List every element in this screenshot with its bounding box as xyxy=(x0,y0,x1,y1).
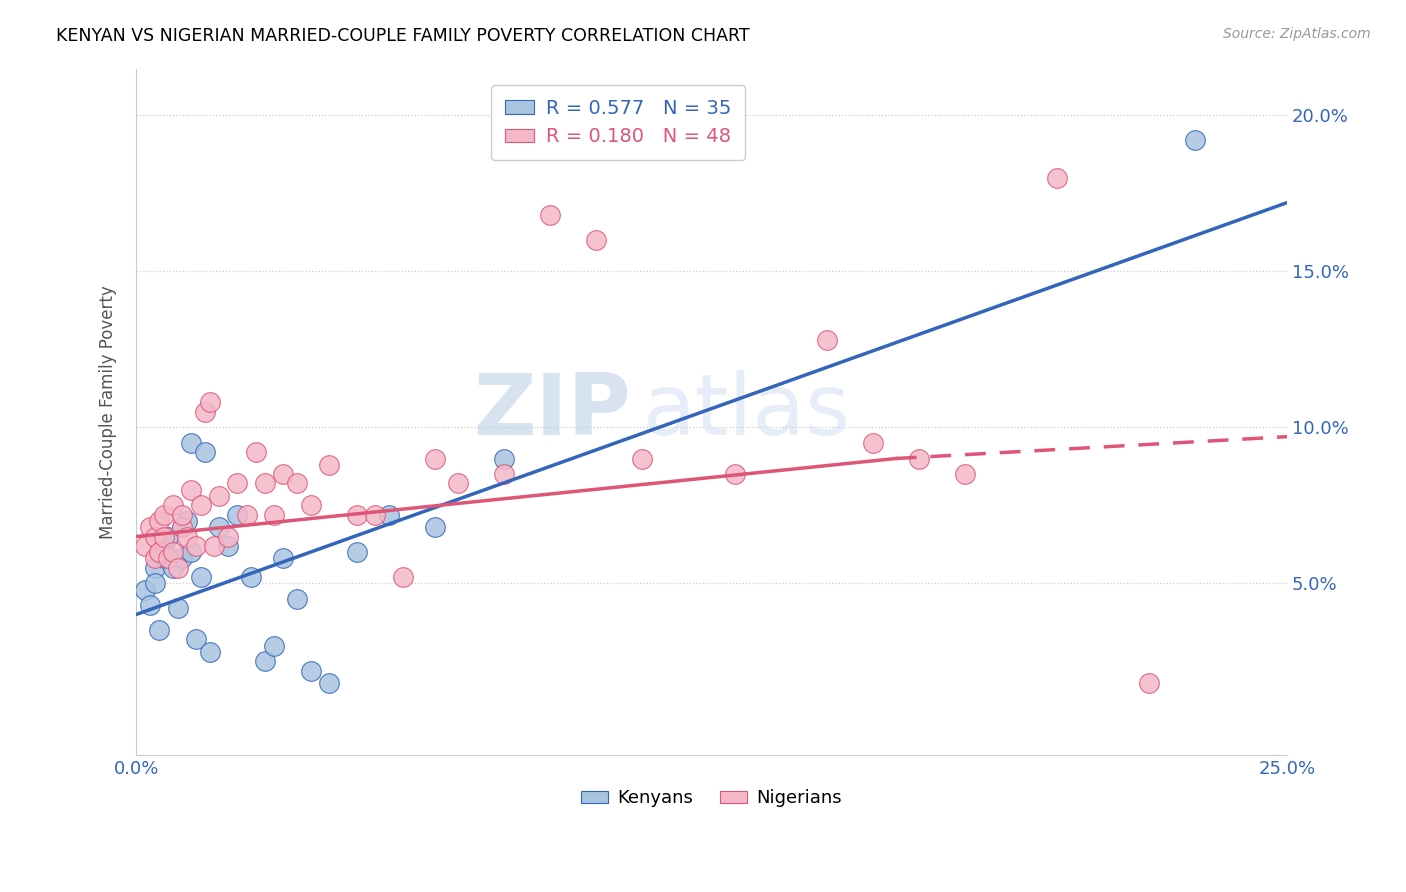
Point xyxy=(166,601,188,615)
Point xyxy=(245,445,267,459)
Point xyxy=(139,598,162,612)
Point xyxy=(378,508,401,522)
Text: atlas: atlas xyxy=(643,370,851,453)
Point xyxy=(143,529,166,543)
Point xyxy=(253,654,276,668)
Point xyxy=(152,551,174,566)
Point xyxy=(318,458,340,472)
Point xyxy=(263,639,285,653)
Point xyxy=(285,476,308,491)
Point xyxy=(184,539,207,553)
Point xyxy=(180,483,202,497)
Point xyxy=(285,591,308,606)
Point xyxy=(162,560,184,574)
Point xyxy=(1184,133,1206,147)
Point xyxy=(162,545,184,559)
Point xyxy=(226,476,249,491)
Point xyxy=(318,676,340,690)
Point xyxy=(184,632,207,647)
Point xyxy=(148,545,170,559)
Point xyxy=(907,451,929,466)
Point xyxy=(346,508,368,522)
Point xyxy=(143,576,166,591)
Point xyxy=(139,520,162,534)
Point xyxy=(208,489,231,503)
Text: Source: ZipAtlas.com: Source: ZipAtlas.com xyxy=(1223,27,1371,41)
Point xyxy=(226,508,249,522)
Point xyxy=(208,520,231,534)
Point xyxy=(631,451,654,466)
Point xyxy=(364,508,387,522)
Legend: Kenyans, Nigerians: Kenyans, Nigerians xyxy=(574,782,849,814)
Point xyxy=(217,539,239,553)
Point xyxy=(162,498,184,512)
Point xyxy=(194,445,217,459)
Point xyxy=(176,529,198,543)
Point xyxy=(172,551,194,566)
Point xyxy=(273,551,295,566)
Point xyxy=(425,520,447,534)
Point xyxy=(723,467,745,482)
Point xyxy=(180,545,202,559)
Point xyxy=(172,520,194,534)
Point xyxy=(152,539,174,553)
Point xyxy=(134,539,156,553)
Point xyxy=(299,664,322,678)
Text: ZIP: ZIP xyxy=(474,370,631,453)
Point xyxy=(134,582,156,597)
Point xyxy=(202,539,225,553)
Point xyxy=(815,333,838,347)
Point xyxy=(148,545,170,559)
Point xyxy=(166,560,188,574)
Point xyxy=(198,645,221,659)
Point xyxy=(862,436,884,450)
Point xyxy=(953,467,976,482)
Point xyxy=(198,395,221,409)
Point xyxy=(1137,676,1160,690)
Point xyxy=(194,405,217,419)
Point xyxy=(143,551,166,566)
Point xyxy=(235,508,257,522)
Point xyxy=(273,467,295,482)
Y-axis label: Married-Couple Family Poverty: Married-Couple Family Poverty xyxy=(100,285,117,539)
Point xyxy=(253,476,276,491)
Point xyxy=(180,436,202,450)
Point xyxy=(447,476,470,491)
Point xyxy=(346,545,368,559)
Point xyxy=(494,467,516,482)
Point xyxy=(148,623,170,637)
Point xyxy=(299,498,322,512)
Point xyxy=(263,508,285,522)
Point xyxy=(157,551,180,566)
Point xyxy=(190,570,212,584)
Point xyxy=(172,508,194,522)
Point xyxy=(240,570,263,584)
Point xyxy=(190,498,212,512)
Point xyxy=(157,529,180,543)
Point xyxy=(494,451,516,466)
Point xyxy=(143,560,166,574)
Text: KENYAN VS NIGERIAN MARRIED-COUPLE FAMILY POVERTY CORRELATION CHART: KENYAN VS NIGERIAN MARRIED-COUPLE FAMILY… xyxy=(56,27,749,45)
Point xyxy=(152,529,174,543)
Point xyxy=(172,520,194,534)
Point xyxy=(585,233,607,247)
Point xyxy=(392,570,415,584)
Point xyxy=(176,514,198,528)
Point xyxy=(148,514,170,528)
Point xyxy=(217,529,239,543)
Point xyxy=(1046,170,1069,185)
Point xyxy=(152,508,174,522)
Point xyxy=(538,208,561,222)
Point xyxy=(425,451,447,466)
